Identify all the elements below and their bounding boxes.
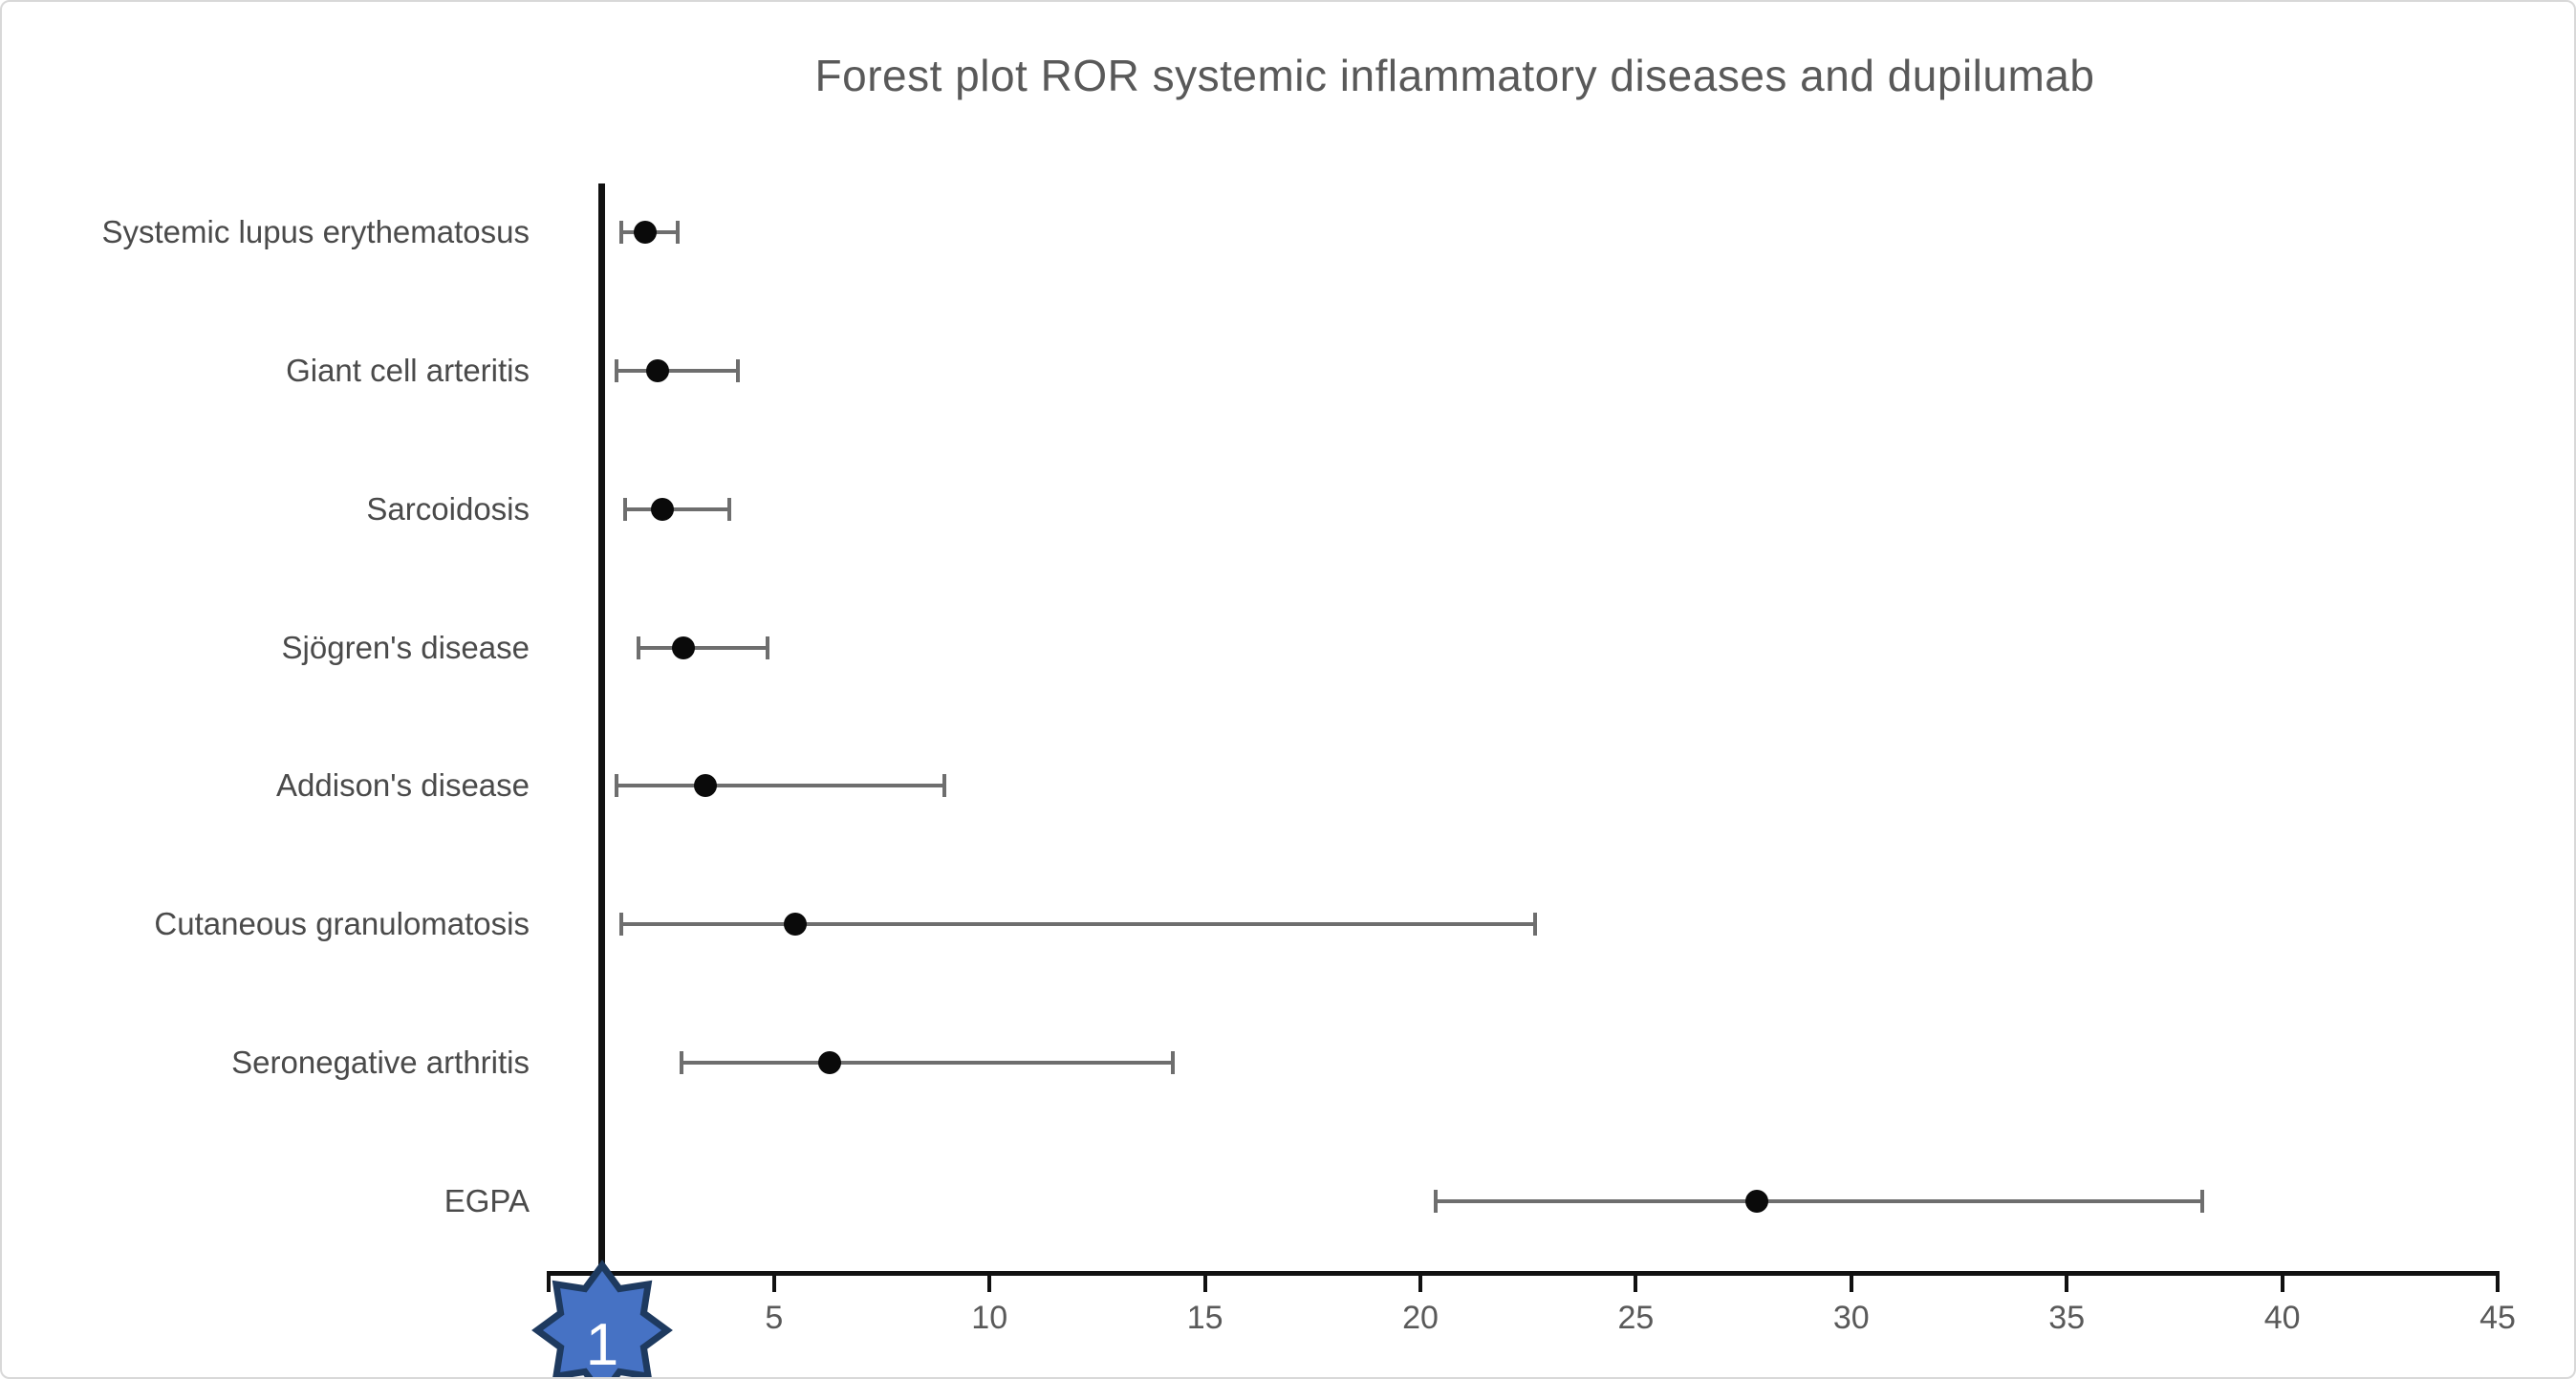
category-label: Addison's disease	[276, 767, 530, 804]
x-axis-tick	[1849, 1271, 1853, 1292]
ci-line	[615, 784, 947, 788]
category-label: Seronegative arthritis	[231, 1045, 530, 1081]
ci-lower-cap	[636, 636, 640, 659]
category-label: Sarcoidosis	[366, 490, 530, 527]
starburst-icon	[530, 1260, 673, 1377]
ci-upper-cap	[675, 221, 680, 244]
x-axis-tick-label: 5	[765, 1300, 784, 1336]
ror-point-marker	[650, 497, 674, 521]
ci-upper-cap	[766, 636, 770, 659]
x-axis-tick-label: 40	[2263, 1300, 2301, 1336]
reference-value-badge: 1	[530, 1260, 673, 1378]
category-label: Systemic lupus erythematosus	[101, 214, 530, 249]
x-axis-tick	[771, 1271, 776, 1292]
category-label: Giant cell arteritis	[286, 352, 530, 388]
ror-point-marker	[784, 913, 808, 937]
ci-lower-cap	[623, 497, 628, 521]
x-axis-tick	[1634, 1271, 1638, 1292]
ci-lower-cap	[615, 774, 619, 798]
x-axis-tick-label: 45	[2479, 1300, 2516, 1336]
ci-upper-cap	[1171, 1051, 1176, 1075]
x-axis-start-tick	[547, 1271, 551, 1292]
x-axis-tick	[2496, 1271, 2500, 1292]
x-axis-tick	[1202, 1271, 1207, 1292]
forest-point-row	[618, 221, 680, 244]
forest-point-row	[618, 913, 1537, 937]
ror-point-marker	[1744, 1189, 1768, 1213]
x-axis-tick-label: 35	[2048, 1300, 2086, 1336]
x-axis-tick-label: 30	[1832, 1300, 1870, 1336]
x-axis-tick-label: 25	[1617, 1300, 1655, 1336]
forest-point-row	[615, 774, 947, 798]
x-axis-tick	[987, 1271, 992, 1292]
forest-point-row	[1433, 1189, 2205, 1213]
forest-point-row	[636, 636, 770, 659]
ci-lower-cap	[618, 913, 623, 937]
forest-point-row	[623, 497, 731, 521]
ci-line	[636, 645, 770, 650]
ror-point-marker	[672, 636, 696, 659]
ror-point-marker	[818, 1051, 842, 1075]
x-axis-tick-label: 20	[1402, 1300, 1439, 1336]
x-axis-tick	[1418, 1271, 1423, 1292]
category-label: Cutaneous granulomatosis	[154, 906, 530, 942]
ci-lower-cap	[618, 221, 623, 244]
reference-badge-label: 1	[585, 1312, 617, 1378]
ci-lower-cap	[1433, 1189, 1438, 1213]
x-axis-tick	[2065, 1271, 2069, 1292]
reference-line-x1	[598, 183, 605, 1278]
category-label: Sjögren's disease	[281, 629, 530, 665]
ci-upper-cap	[1532, 913, 1537, 937]
ci-line	[615, 368, 740, 373]
ci-line	[618, 922, 1537, 927]
ci-line	[1433, 1198, 2205, 1203]
ci-line	[623, 506, 731, 511]
ci-upper-cap	[942, 774, 947, 798]
ci-upper-cap	[726, 497, 731, 521]
x-axis-tick-label: 15	[1186, 1300, 1223, 1336]
ror-point-marker	[633, 221, 657, 244]
chart-title: Forest plot ROR systemic inflammatory di…	[814, 51, 2095, 100]
ror-point-marker	[693, 774, 717, 798]
category-label: EGPA	[444, 1182, 530, 1218]
ci-lower-cap	[615, 358, 619, 382]
ci-upper-cap	[735, 358, 740, 382]
ci-upper-cap	[2200, 1189, 2205, 1213]
ci-line	[679, 1061, 1176, 1066]
forest-point-row	[615, 358, 740, 382]
x-axis-tick	[2280, 1271, 2284, 1292]
forest-point-row	[679, 1051, 1176, 1075]
x-axis-line	[547, 1271, 2499, 1276]
ror-point-marker	[646, 358, 670, 382]
ci-lower-cap	[679, 1051, 683, 1075]
x-axis-tick-label: 10	[971, 1300, 1008, 1336]
